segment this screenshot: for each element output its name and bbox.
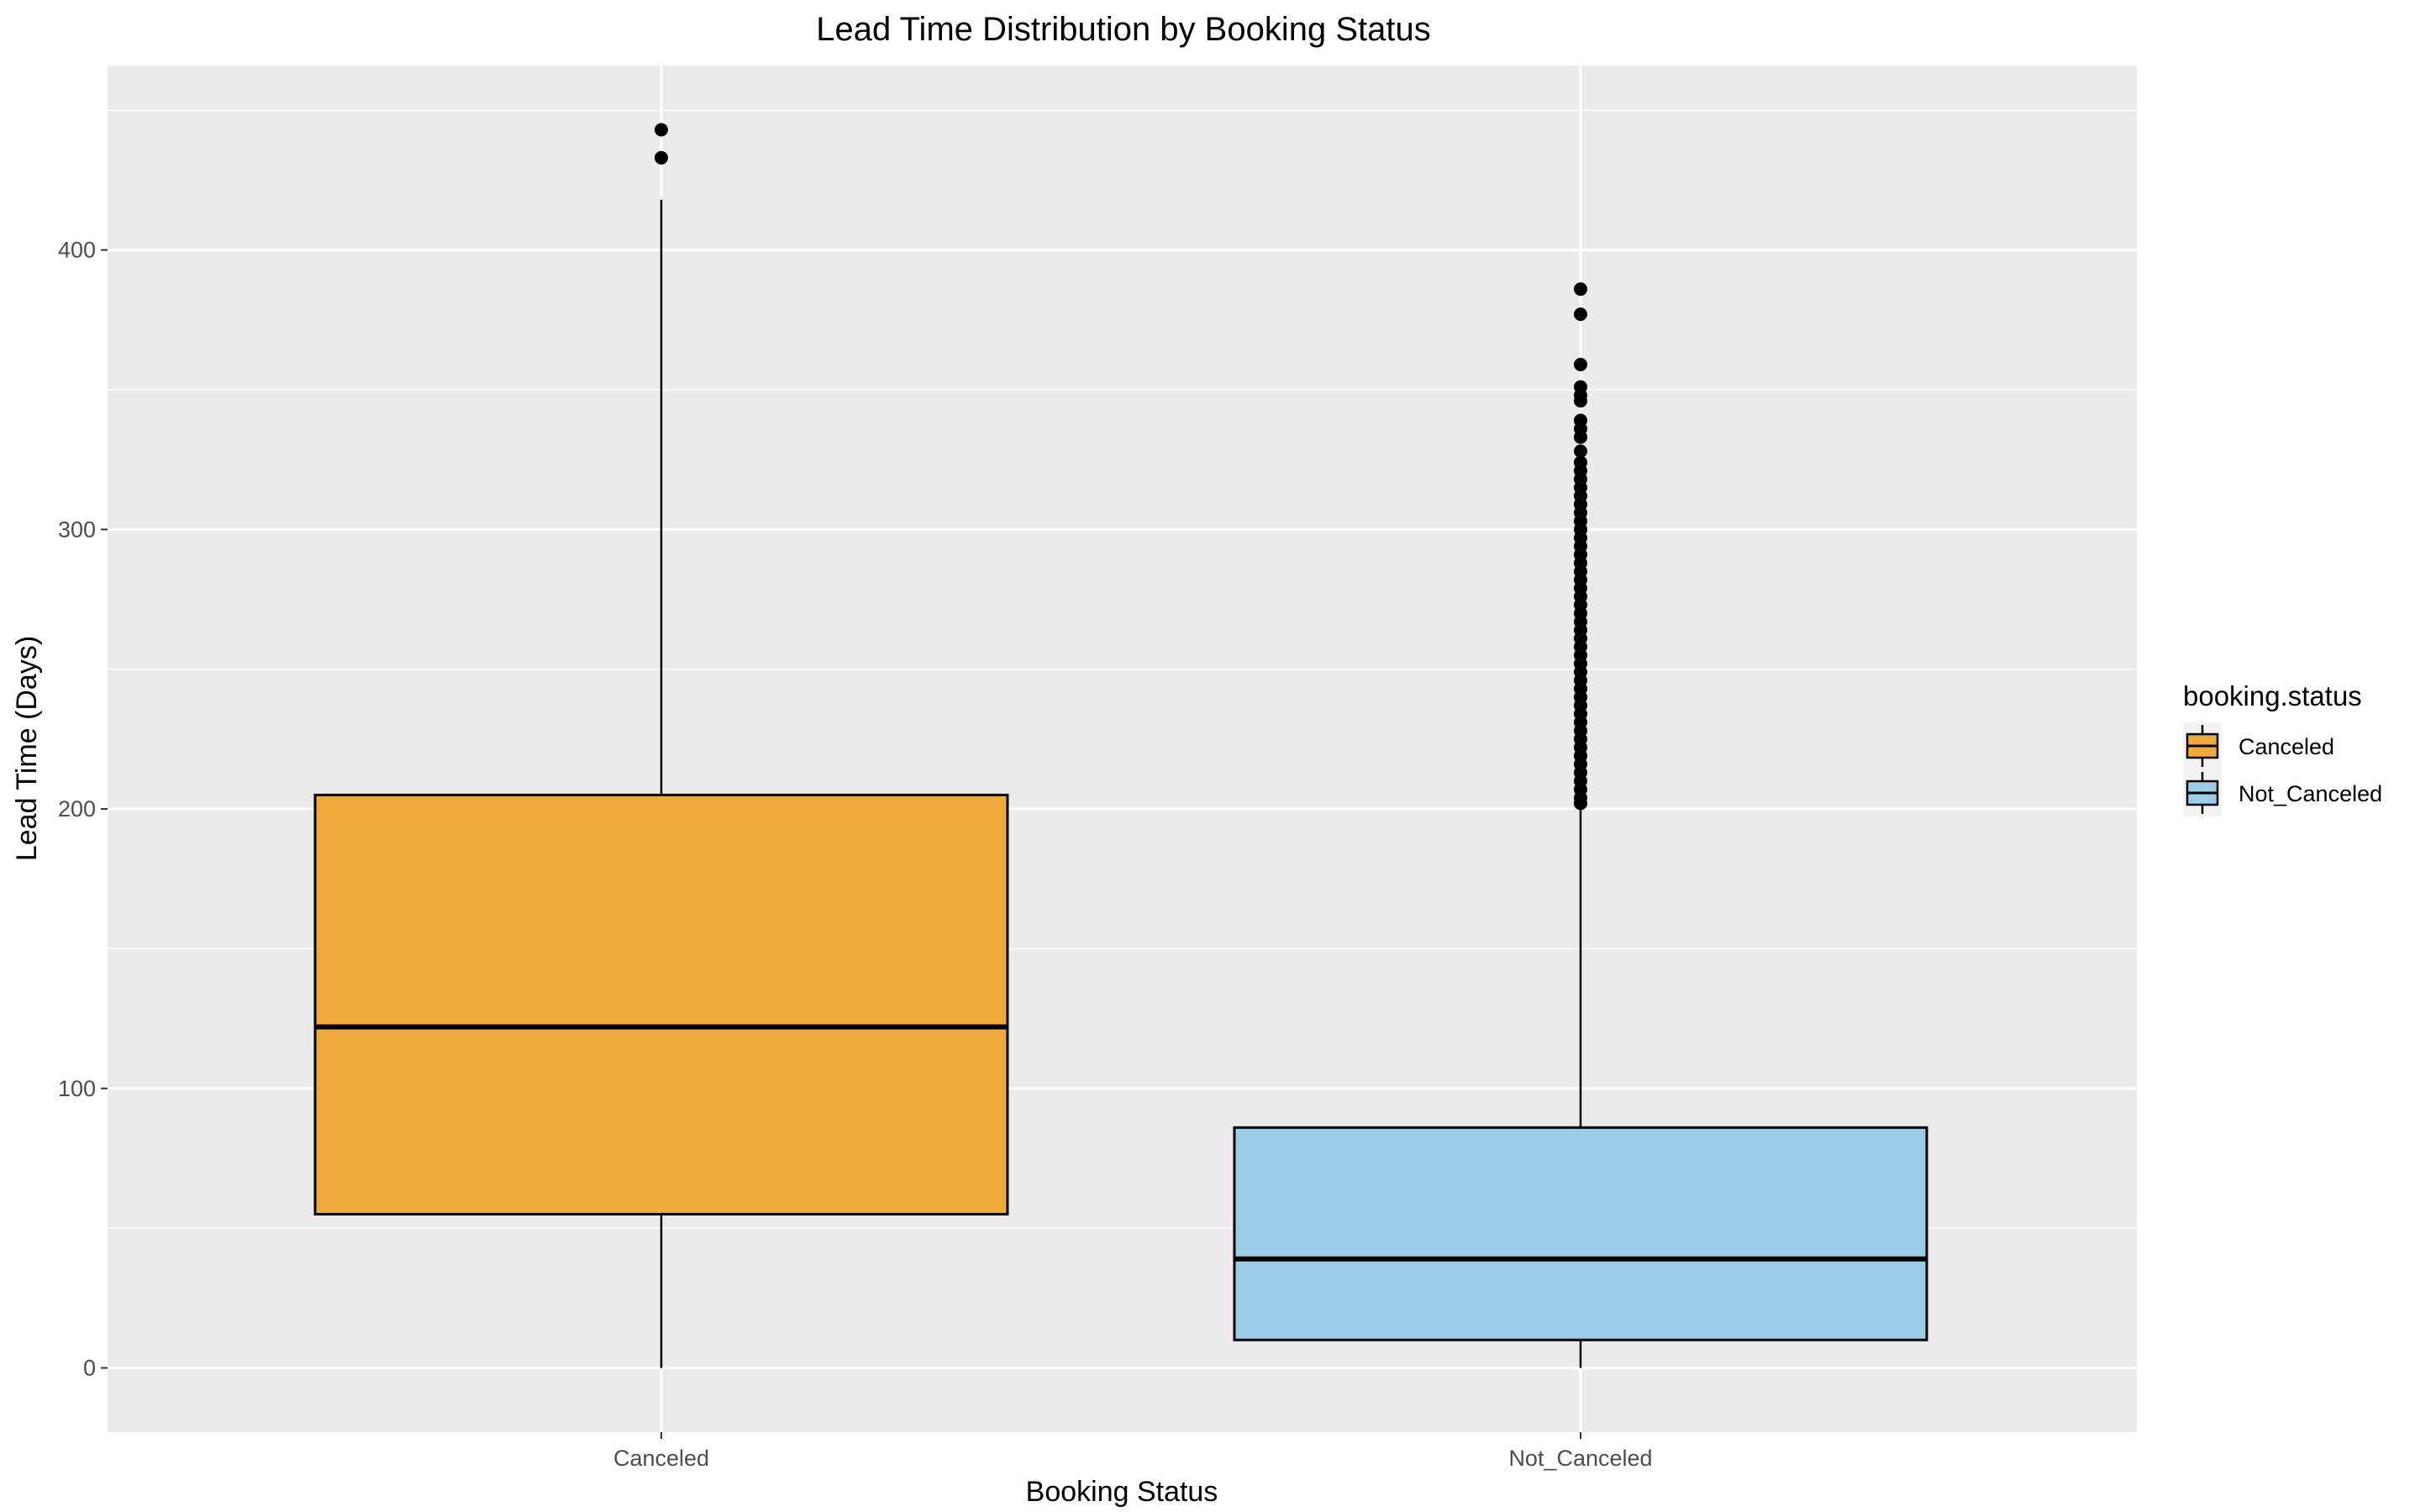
outlier-point [1574, 394, 1587, 408]
outlier-point [1574, 358, 1587, 372]
y-tick-label: 200 [58, 796, 96, 822]
x-tick-label: Canceled [613, 1446, 709, 1471]
x-axis-title: Booking Status [1026, 1476, 1218, 1508]
legend-title: booking.status [2183, 680, 2362, 711]
box-series [313, 123, 1928, 1368]
box-not-canceled [1233, 282, 1928, 1368]
y-tick-label: 400 [58, 238, 96, 263]
box-iqr [1233, 1126, 1928, 1341]
outlier-point [1574, 282, 1587, 297]
y-tick-label: 0 [83, 1355, 96, 1380]
outlier-point [1574, 796, 1587, 811]
y-tick-label: 100 [58, 1076, 96, 1101]
legend-item-not-canceled: Not_Canceled [2183, 769, 2382, 816]
box-canceled [313, 123, 1009, 1368]
legend-label: Not_Canceled [2238, 781, 2382, 806]
y-axis: 0 100 200 300 400 [58, 238, 108, 1380]
box-iqr [313, 793, 1009, 1215]
y-axis-title: Lead Time (Days) [11, 636, 43, 861]
x-tick-label: Not_Canceled [1508, 1446, 1652, 1471]
outlier-point [1574, 307, 1587, 322]
outlier-point [655, 123, 668, 137]
chart-title: Lead Time Distribution by Booking Status [816, 11, 1431, 48]
legend-label: Canceled [2238, 734, 2334, 759]
outlier-point [1574, 430, 1587, 444]
legend-item-canceled: Canceled [2183, 722, 2334, 769]
x-axis: Canceled Not_Canceled [613, 1432, 1653, 1471]
legend: booking.status Canceled Not_Canceled [2183, 680, 2382, 816]
y-tick-label: 300 [58, 517, 96, 542]
outlier-point [655, 150, 668, 165]
outlier-point [1574, 444, 1587, 459]
